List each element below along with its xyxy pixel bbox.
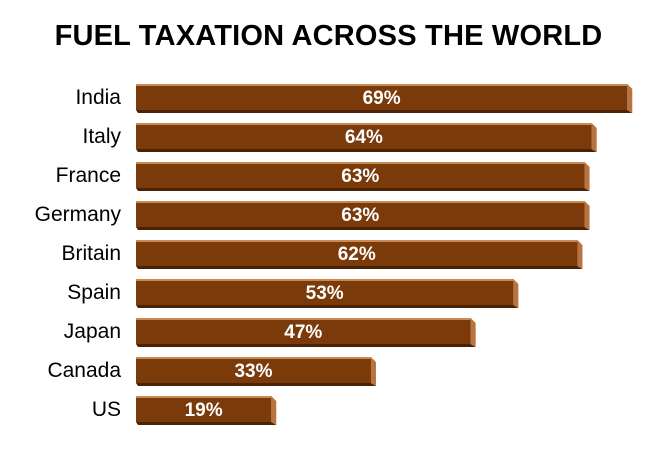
category-label: Britain — [61, 242, 121, 265]
bar-side-face — [271, 396, 277, 425]
bar-bottom-face — [136, 110, 633, 113]
bar-side-face — [627, 84, 633, 113]
bar — [136, 201, 585, 227]
bar-side-face — [370, 357, 376, 386]
category-label: Spain — [67, 281, 121, 304]
bar-top-highlight — [136, 84, 628, 86]
bar — [136, 318, 471, 344]
bar-value-label: 19% — [185, 400, 223, 421]
bar — [136, 279, 514, 305]
bar-side-face — [470, 318, 476, 347]
bar-bottom-face — [136, 227, 590, 230]
category-label: Italy — [82, 125, 121, 148]
bar-bottom-face — [136, 383, 376, 386]
bar — [136, 84, 628, 110]
category-label: Germany — [35, 203, 122, 226]
bar-bottom-face — [136, 188, 590, 191]
bar-side-face — [584, 162, 590, 191]
bar-bottom-face — [136, 422, 277, 425]
bar-top-highlight — [136, 396, 272, 398]
bar-value-label: 47% — [284, 322, 322, 343]
bar-bottom-face — [136, 305, 519, 308]
bar-value-label: 33% — [234, 361, 272, 382]
bar-bottom-face — [136, 344, 476, 347]
bar-top-highlight — [136, 201, 585, 203]
bar-bottom-face — [136, 149, 597, 152]
bar-bottom-face — [136, 266, 583, 269]
bar-value-label: 53% — [306, 283, 344, 304]
bar-top-highlight — [136, 240, 578, 242]
bar-value-label: 63% — [341, 166, 379, 187]
category-label: Canada — [47, 359, 121, 382]
bar-side-face — [591, 123, 597, 152]
bar-side-face — [513, 279, 519, 308]
bar-top-highlight — [136, 162, 585, 164]
bar — [136, 162, 585, 188]
bar-top-highlight — [136, 279, 514, 281]
bar-top-highlight — [136, 318, 471, 320]
category-label: US — [92, 398, 121, 421]
bar-value-label: 62% — [338, 244, 376, 265]
bar-value-label: 64% — [345, 127, 383, 148]
bar-value-label: 63% — [341, 205, 379, 226]
bar-top-highlight — [136, 123, 592, 125]
category-label: India — [75, 86, 121, 109]
bar-value-label: 69% — [363, 88, 401, 109]
category-label: Japan — [64, 320, 121, 343]
bar-side-face — [577, 240, 583, 269]
bar — [136, 240, 578, 266]
bar-top-highlight — [136, 357, 371, 359]
bar — [136, 357, 371, 383]
bar — [136, 123, 592, 149]
bar-side-face — [584, 201, 590, 230]
chart-title: FUEL TAXATION ACROSS THE WORLD — [54, 20, 603, 52]
bar — [136, 396, 272, 422]
category-label: France — [56, 164, 121, 187]
